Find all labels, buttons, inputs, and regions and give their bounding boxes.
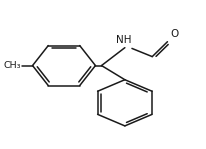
Text: CH₃: CH₃ — [4, 61, 21, 70]
Text: NH: NH — [116, 35, 132, 45]
Text: O: O — [170, 30, 179, 39]
